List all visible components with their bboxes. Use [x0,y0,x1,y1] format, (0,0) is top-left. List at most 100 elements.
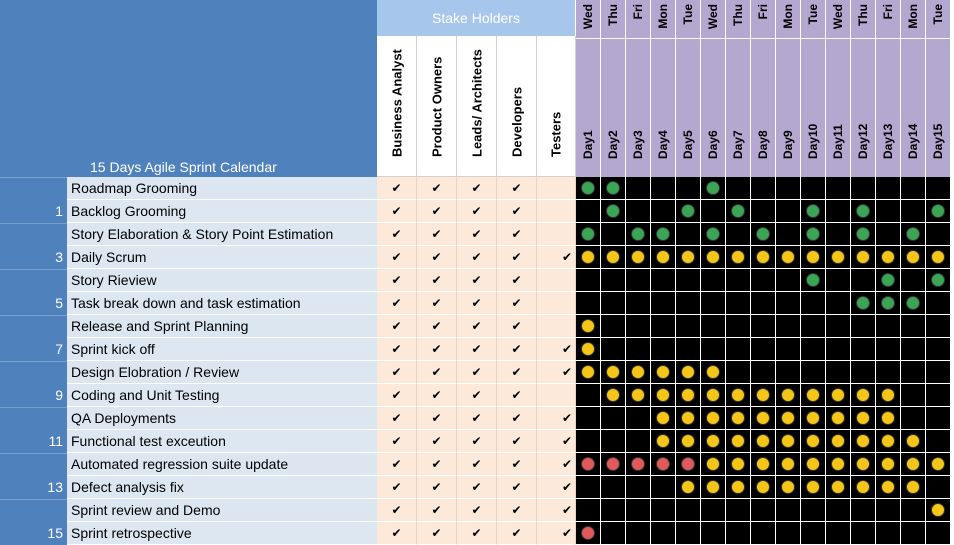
weekday-divider [851,38,875,39]
day-label: Day12 [856,123,870,159]
day-grid-cell [651,361,676,384]
yellow-status-dot [706,388,720,402]
weekday-divider [926,38,950,39]
day-grid-cell [826,177,851,200]
weekday-label: Thu [606,4,620,26]
yellow-status-dot [781,411,795,425]
stakeholder-check-cell: ✔ [457,453,497,476]
day-grid-cell [701,430,726,453]
stakeholder-check-cell: ✔ [457,177,497,200]
stakeholder-check-cell: ✔ [417,246,457,269]
stakeholder-check-cell: ✔ [377,361,417,384]
stakeholder-check-cell [537,177,576,200]
stakeholder-check-cell: ✔ [497,453,537,476]
row-number-cell [0,315,67,338]
day-grid-cell [826,269,851,292]
stakeholder-check-cell: ✔ [457,407,497,430]
yellow-status-dot [906,457,920,471]
yellow-status-dot [581,250,595,264]
stakeholder-check-cell: ✔ [417,361,457,384]
stakeholder-check-cell: ✔ [537,499,576,522]
stakeholder-label: Product Owners [429,56,444,157]
yellow-status-dot [831,388,845,402]
stakeholder-check-cell: ✔ [497,499,537,522]
day-grid-cell [601,177,626,200]
stakeholder-check-cell: ✔ [457,269,497,292]
day-grid-cell [726,315,751,338]
day-grid-cell [751,384,776,407]
stakeholder-column-header: Developers [497,36,537,177]
yellow-status-dot [706,365,720,379]
day-grid-cell [801,177,826,200]
stakeholder-check-cell: ✔ [417,200,457,223]
day-column-header: Fri Day8 [751,0,776,177]
day-label: Day4 [656,130,670,159]
day-column-header: Mon Day9 [776,0,801,177]
yellow-status-dot [806,434,820,448]
day-grid-cell [901,246,926,269]
row-number-cell [0,407,67,430]
stakeholder-check-cell: ✔ [377,200,417,223]
day-label: Day1 [581,130,595,159]
yellow-status-dot [606,388,620,402]
stakeholder-check-cell: ✔ [497,338,537,361]
yellow-status-dot [581,342,595,356]
green-status-dot [681,204,695,218]
day-grid-cell [751,315,776,338]
day-grid-cell [676,453,701,476]
day-grid-cell [676,499,701,522]
day-grid-cell [701,292,726,315]
day-grid-cell [776,430,801,453]
stakeholder-check-cell: ✔ [497,476,537,499]
day-grid-cell [851,499,876,522]
yellow-status-dot [756,480,770,494]
stakeholder-check-cell: ✔ [497,200,537,223]
stakeholder-check-cell: ✔ [377,453,417,476]
activity-label: Functional test exceution [67,430,377,453]
yellow-status-dot [731,250,745,264]
day-grid-cell [626,292,651,315]
stakeholder-check-cell: ✔ [417,223,457,246]
stakeholder-check-cell: ✔ [417,269,457,292]
day-grid-cell [801,407,826,430]
stakeholder-check-cell: ✔ [457,476,497,499]
stakeholder-check-cell: ✔ [497,407,537,430]
yellow-status-dot [856,480,870,494]
stakeholder-check-cell: ✔ [457,200,497,223]
day-grid-cell [851,384,876,407]
day-grid-cell [751,522,776,545]
day-grid-cell [701,315,726,338]
day-label: Day9 [781,130,795,159]
stakeholder-check-cell: ✔ [377,499,417,522]
yellow-status-dot [856,457,870,471]
day-grid-cell [926,246,951,269]
day-grid-cell [901,476,926,499]
day-grid-cell [876,361,901,384]
day-grid-cell [651,453,676,476]
day-grid-cell [676,246,701,269]
day-grid-cell [726,361,751,384]
day-grid-cell [676,223,701,246]
day-grid-cell [701,177,726,200]
day-grid-cell [751,338,776,361]
yellow-status-dot [906,250,920,264]
weekday-label: Fri [631,4,645,20]
green-status-dot [631,227,645,241]
yellow-status-dot [656,411,670,425]
stakeholder-check-cell: ✔ [497,522,537,545]
day-grid-cell [601,407,626,430]
red-status-dot [656,457,670,471]
day-grid-cell [926,453,951,476]
green-status-dot [731,204,745,218]
day-grid-cell [851,453,876,476]
day-grid-cell [801,223,826,246]
yellow-status-dot [856,250,870,264]
yellow-status-dot [706,250,720,264]
day-grid-cell [901,338,926,361]
stakeholder-check-cell: ✔ [457,499,497,522]
day-grid-cell [801,499,826,522]
day-grid-cell [826,338,851,361]
stakeholder-check-cell: ✔ [537,522,576,545]
day-column-header: Thu Day12 [851,0,876,177]
row-number-cell: 15 [0,522,67,545]
